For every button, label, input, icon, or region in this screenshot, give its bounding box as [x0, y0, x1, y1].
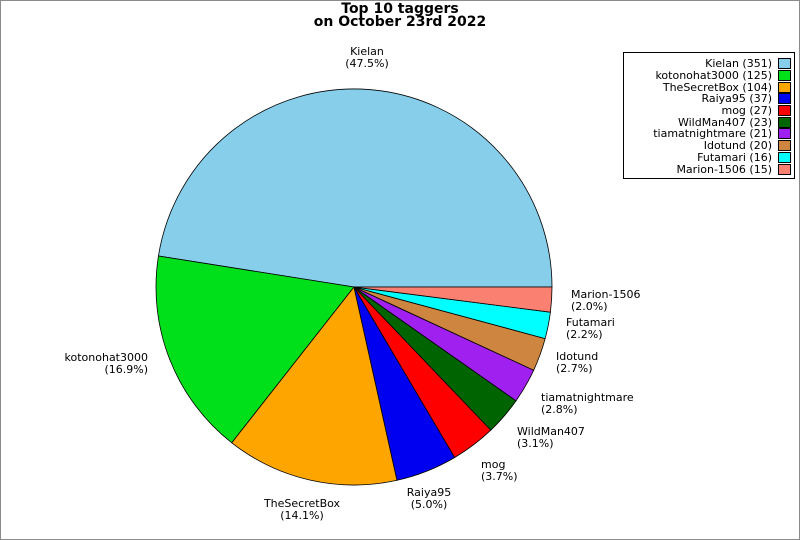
legend-item-label: mog (27)	[721, 104, 772, 118]
legend-item: mog (27)	[627, 105, 791, 117]
slice-label-name: Idotund	[556, 350, 599, 363]
title-line-2: on October 23rd 2022	[313, 14, 487, 30]
slice-label-name: Raiya95	[406, 486, 452, 499]
slice-label-percent: (2.7%)	[556, 361, 593, 375]
slice-label-percent: (3.7%)	[481, 469, 518, 483]
slice-label-percent: (16.9%)	[104, 362, 148, 376]
legend-item: Kielan (351)	[627, 58, 791, 70]
legend-item-label: Marion-1506 (15)	[676, 162, 772, 176]
slice-label-name: Futamari	[566, 316, 615, 329]
pie-slice-kotonohat3000	[155, 255, 355, 444]
pie-slice-TheSecretBox	[231, 286, 398, 486]
legend-swatch-icon	[778, 105, 791, 117]
slice-label-Idotund: Idotund (2.7%)	[556, 351, 598, 374]
legend-swatch-icon	[778, 140, 791, 152]
legend-item: Raiya95 (37)	[627, 93, 791, 105]
legend-swatch-icon	[778, 81, 791, 93]
slice-label-name: Kielan	[350, 45, 384, 58]
slice-label-percent: (2.8%)	[541, 402, 578, 416]
legend-swatch-icon	[778, 93, 791, 105]
legend-item-label: WildMan407 (23)	[677, 115, 772, 129]
slice-label-TheSecretBox: TheSecretBox (14.1%)	[264, 498, 340, 521]
legend-item-label: Idotund (20)	[703, 139, 772, 153]
legend-item: TheSecretBox (104)	[627, 81, 791, 93]
legend-swatch-icon	[778, 58, 791, 70]
legend-swatch-icon	[778, 163, 791, 175]
legend-swatch-icon	[778, 151, 791, 163]
slice-label-percent: (3.1%)	[517, 436, 554, 450]
slice-label-Raiya95: Raiya95 (5.0%)	[407, 487, 451, 510]
pie-slice-Kielan	[157, 88, 553, 288]
legend-item-label: Futamari (16)	[697, 150, 772, 164]
slice-label-name: mog	[481, 458, 506, 471]
slice-label-name: Marion-1506	[571, 288, 641, 301]
slice-label-tiamatnightmare: tiamatnightmare (2.8%)	[541, 392, 634, 415]
legend-item-label: kotonohat3000 (125)	[655, 69, 772, 83]
legend-item: kotonohat3000 (125)	[627, 70, 791, 82]
title-line-1: Top 10 taggers	[341, 1, 459, 17]
slice-label-Marion-1506: Marion-1506 (2.0%)	[571, 289, 640, 312]
legend-swatch-icon	[778, 116, 791, 128]
pie-slice-Marion-1506	[353, 286, 553, 313]
legend: Kielan (351) kotonohat3000 (125) TheSecret…	[623, 52, 795, 179]
slice-label-name: WildMan407	[517, 425, 585, 438]
legend-item-label: tiamatnightmare (21)	[653, 127, 772, 141]
legend-item-label: TheSecretBox (104)	[662, 80, 772, 94]
slice-label-WildMan407: WildMan407 (3.1%)	[517, 426, 585, 449]
slice-label-Kielan: Kielan (47.5%)	[345, 46, 389, 69]
legend-swatch-icon	[778, 70, 791, 82]
slice-label-Futamari: Futamari (2.2%)	[566, 317, 615, 340]
legend-item-label: Raiya95 (37)	[701, 92, 772, 106]
slice-label-name: tiamatnightmare	[541, 391, 634, 404]
slice-label-mog: mog (3.7%)	[481, 459, 518, 482]
slice-label-percent: (14.1%)	[280, 508, 324, 522]
slice-label-percent: (2.2%)	[566, 327, 603, 341]
legend-item: Marion-1506 (15)	[627, 163, 791, 175]
slice-label-percent: (47.5%)	[345, 56, 389, 70]
slice-label-percent: (2.0%)	[571, 299, 608, 313]
page-title: Top 10 taggers on October 23rd 2022	[1, 1, 799, 30]
legend-item: WildMan407 (23)	[627, 116, 791, 128]
slice-label-name: TheSecretBox	[263, 497, 341, 510]
legend-item: tiamatnightmare (21)	[627, 128, 791, 140]
legend-item: Idotund (20)	[627, 140, 791, 152]
slice-label-name: kotonohat3000	[64, 351, 148, 364]
legend-swatch-icon	[778, 128, 791, 140]
legend-item: Futamari (16)	[627, 150, 791, 164]
legend-item-label: Kielan (351)	[705, 57, 772, 71]
slice-label-kotonohat3000: kotonohat3000 (16.9%)	[65, 352, 148, 375]
slice-label-percent: (5.0%)	[410, 497, 448, 511]
